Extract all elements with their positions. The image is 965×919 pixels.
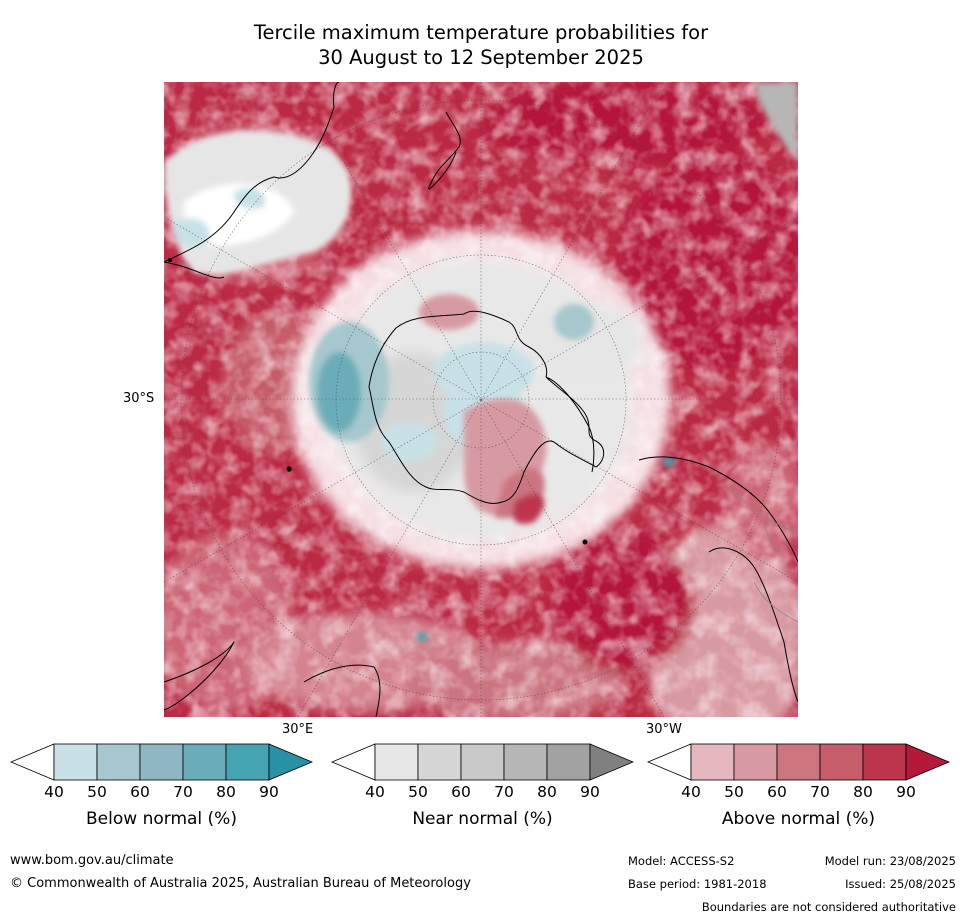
near-normal-colorbar: 40 50 60 70 80 90 Near normal (%) [330, 743, 635, 829]
model-run-date: Model run: 23/08/2025 [824, 854, 956, 868]
below-normal-colorbar-max-arrow [268, 743, 314, 781]
below-normal-colorbar-bin [139, 743, 184, 781]
africa-coast [164, 641, 235, 711]
map-title: Tercile maximum temperature probabilitie… [164, 20, 798, 70]
near-normal-colorbar-min-arrow [330, 743, 376, 781]
near-normal-colorbar-bin [503, 743, 548, 781]
below-normal-tick-label: 50 [87, 783, 107, 801]
coastlines [164, 82, 798, 717]
above-normal-tick-label: 90 [896, 783, 916, 801]
above-normal-colorbar-bin [690, 743, 735, 781]
below-normal-colorbar-bin [96, 743, 141, 781]
below-normal-colorbar-min-arrow [9, 743, 55, 781]
below-normal-colorbar-label: Below normal (%) [86, 809, 237, 829]
political-boundaries [723, 481, 798, 623]
near-normal-tick-label: 80 [537, 783, 557, 801]
below-normal-colorbar: 40 50 60 70 80 90 Below normal (%) [9, 743, 314, 829]
above-normal-colorbar-bin [733, 743, 778, 781]
above-normal-colorbar-bin [862, 743, 907, 781]
above-normal-colorbar-bin [819, 743, 864, 781]
above-normal-tick-label: 70 [810, 783, 830, 801]
near-normal-tick-label: 60 [451, 783, 471, 801]
new-zealand-coast [428, 111, 461, 190]
near-normal-colorbar-label: Near normal (%) [412, 809, 553, 829]
near-normal-colorbar-bin [374, 743, 419, 781]
near-normal-colorbar-bin [417, 743, 462, 781]
copyright-notice: © Commonwealth of Australia 2025, Austra… [10, 876, 471, 891]
near-normal-colorbar-bin [460, 743, 505, 781]
boundaries-disclaimer: Boundaries are not considered authoritat… [701, 900, 956, 914]
map-title-line-2: 30 August to 12 September 2025 [318, 46, 644, 69]
below-normal-colorbar-bin [225, 743, 270, 781]
below-normal-tick-label: 60 [130, 783, 150, 801]
lat-label-30s: 30°S [123, 391, 155, 406]
base-period: Base period: 1981-2018 [628, 877, 767, 891]
above-normal-tick-label: 80 [853, 783, 873, 801]
near-normal-tick-label: 50 [408, 783, 428, 801]
above-normal-colorbar-min-arrow [646, 743, 692, 781]
lon-label-30e: 30°E [282, 722, 314, 737]
above-normal-tongue [419, 294, 547, 524]
below-normal-colorbar-bin [182, 743, 227, 781]
map-canvas [164, 82, 798, 717]
near-normal-colorbar-max-arrow [589, 743, 635, 781]
above-normal-tick-label: 50 [724, 783, 744, 801]
above-normal-colorbar-max-arrow [905, 743, 951, 781]
below-normal-tick-label: 70 [173, 783, 193, 801]
near-normal-tick-label: 40 [365, 783, 385, 801]
australia-coast [164, 82, 340, 263]
lon-label-30w: 30°W [646, 722, 682, 737]
near-normal-tick-label: 90 [580, 783, 600, 801]
above-normal-colorbar: 40 50 60 70 80 90 Above normal (%) [646, 743, 951, 829]
above-normal-tick-label: 40 [681, 783, 701, 801]
near-normal-australia [164, 130, 352, 275]
below-normal-colorbar-bin [53, 743, 98, 781]
near-normal-tick-label: 70 [494, 783, 514, 801]
below-normal-tick-label: 40 [44, 783, 64, 801]
probability-map[interactable] [164, 82, 798, 717]
map-title-line-1: Tercile maximum temperature probabilitie… [253, 21, 709, 44]
above-normal-colorbar-bin [776, 743, 821, 781]
antarctica-coast [368, 310, 605, 504]
near-normal-colorbar-bin [546, 743, 591, 781]
below-normal-tick-label: 80 [216, 783, 236, 801]
above-normal-tick-label: 60 [767, 783, 787, 801]
website-link[interactable]: www.bom.gov.au/climate [10, 853, 174, 868]
antarctic-peninsula [545, 376, 595, 473]
model-name: Model: ACCESS-S2 [628, 854, 735, 868]
above-normal-colorbar-label: Above normal (%) [721, 809, 876, 829]
issued-date: Issued: 25/08/2025 [845, 877, 956, 891]
below-normal-tick-label: 90 [259, 783, 279, 801]
graticule [164, 82, 798, 717]
south-america-coast [638, 456, 798, 563]
